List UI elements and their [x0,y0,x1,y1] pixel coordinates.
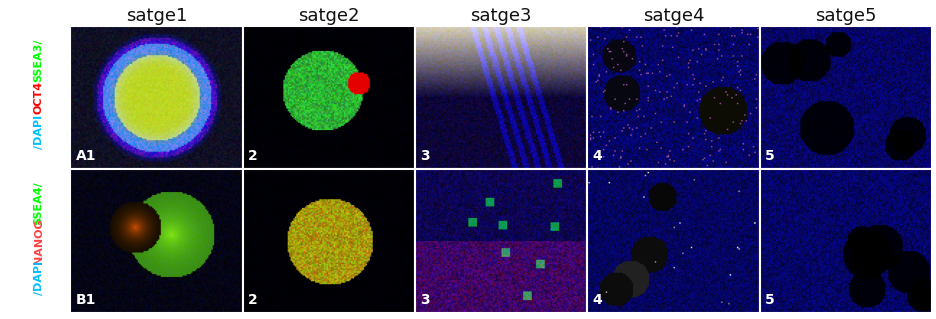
Text: /DAPI: /DAPI [34,115,44,149]
Text: satge4: satge4 [642,7,704,25]
Text: 2: 2 [248,149,257,163]
Text: 2: 2 [248,293,257,307]
Text: SSEA3/: SSEA3/ [34,38,44,82]
Text: 3: 3 [420,149,430,163]
Text: satge3: satge3 [470,7,532,25]
Text: 5: 5 [765,293,774,307]
Text: A1: A1 [76,149,95,163]
Text: 3: 3 [420,293,430,307]
Text: NANOG: NANOG [34,218,44,264]
Text: satge1: satge1 [125,7,187,25]
Text: 4: 4 [592,293,602,307]
Text: 4: 4 [592,149,602,163]
Text: /DAPI: /DAPI [34,261,44,295]
Text: B1: B1 [76,293,95,307]
Text: 5: 5 [765,149,774,163]
Text: satge2: satge2 [298,7,359,25]
Text: SSEA4/: SSEA4/ [34,182,44,226]
Text: OCT4: OCT4 [34,81,44,114]
Text: satge5: satge5 [814,7,876,25]
